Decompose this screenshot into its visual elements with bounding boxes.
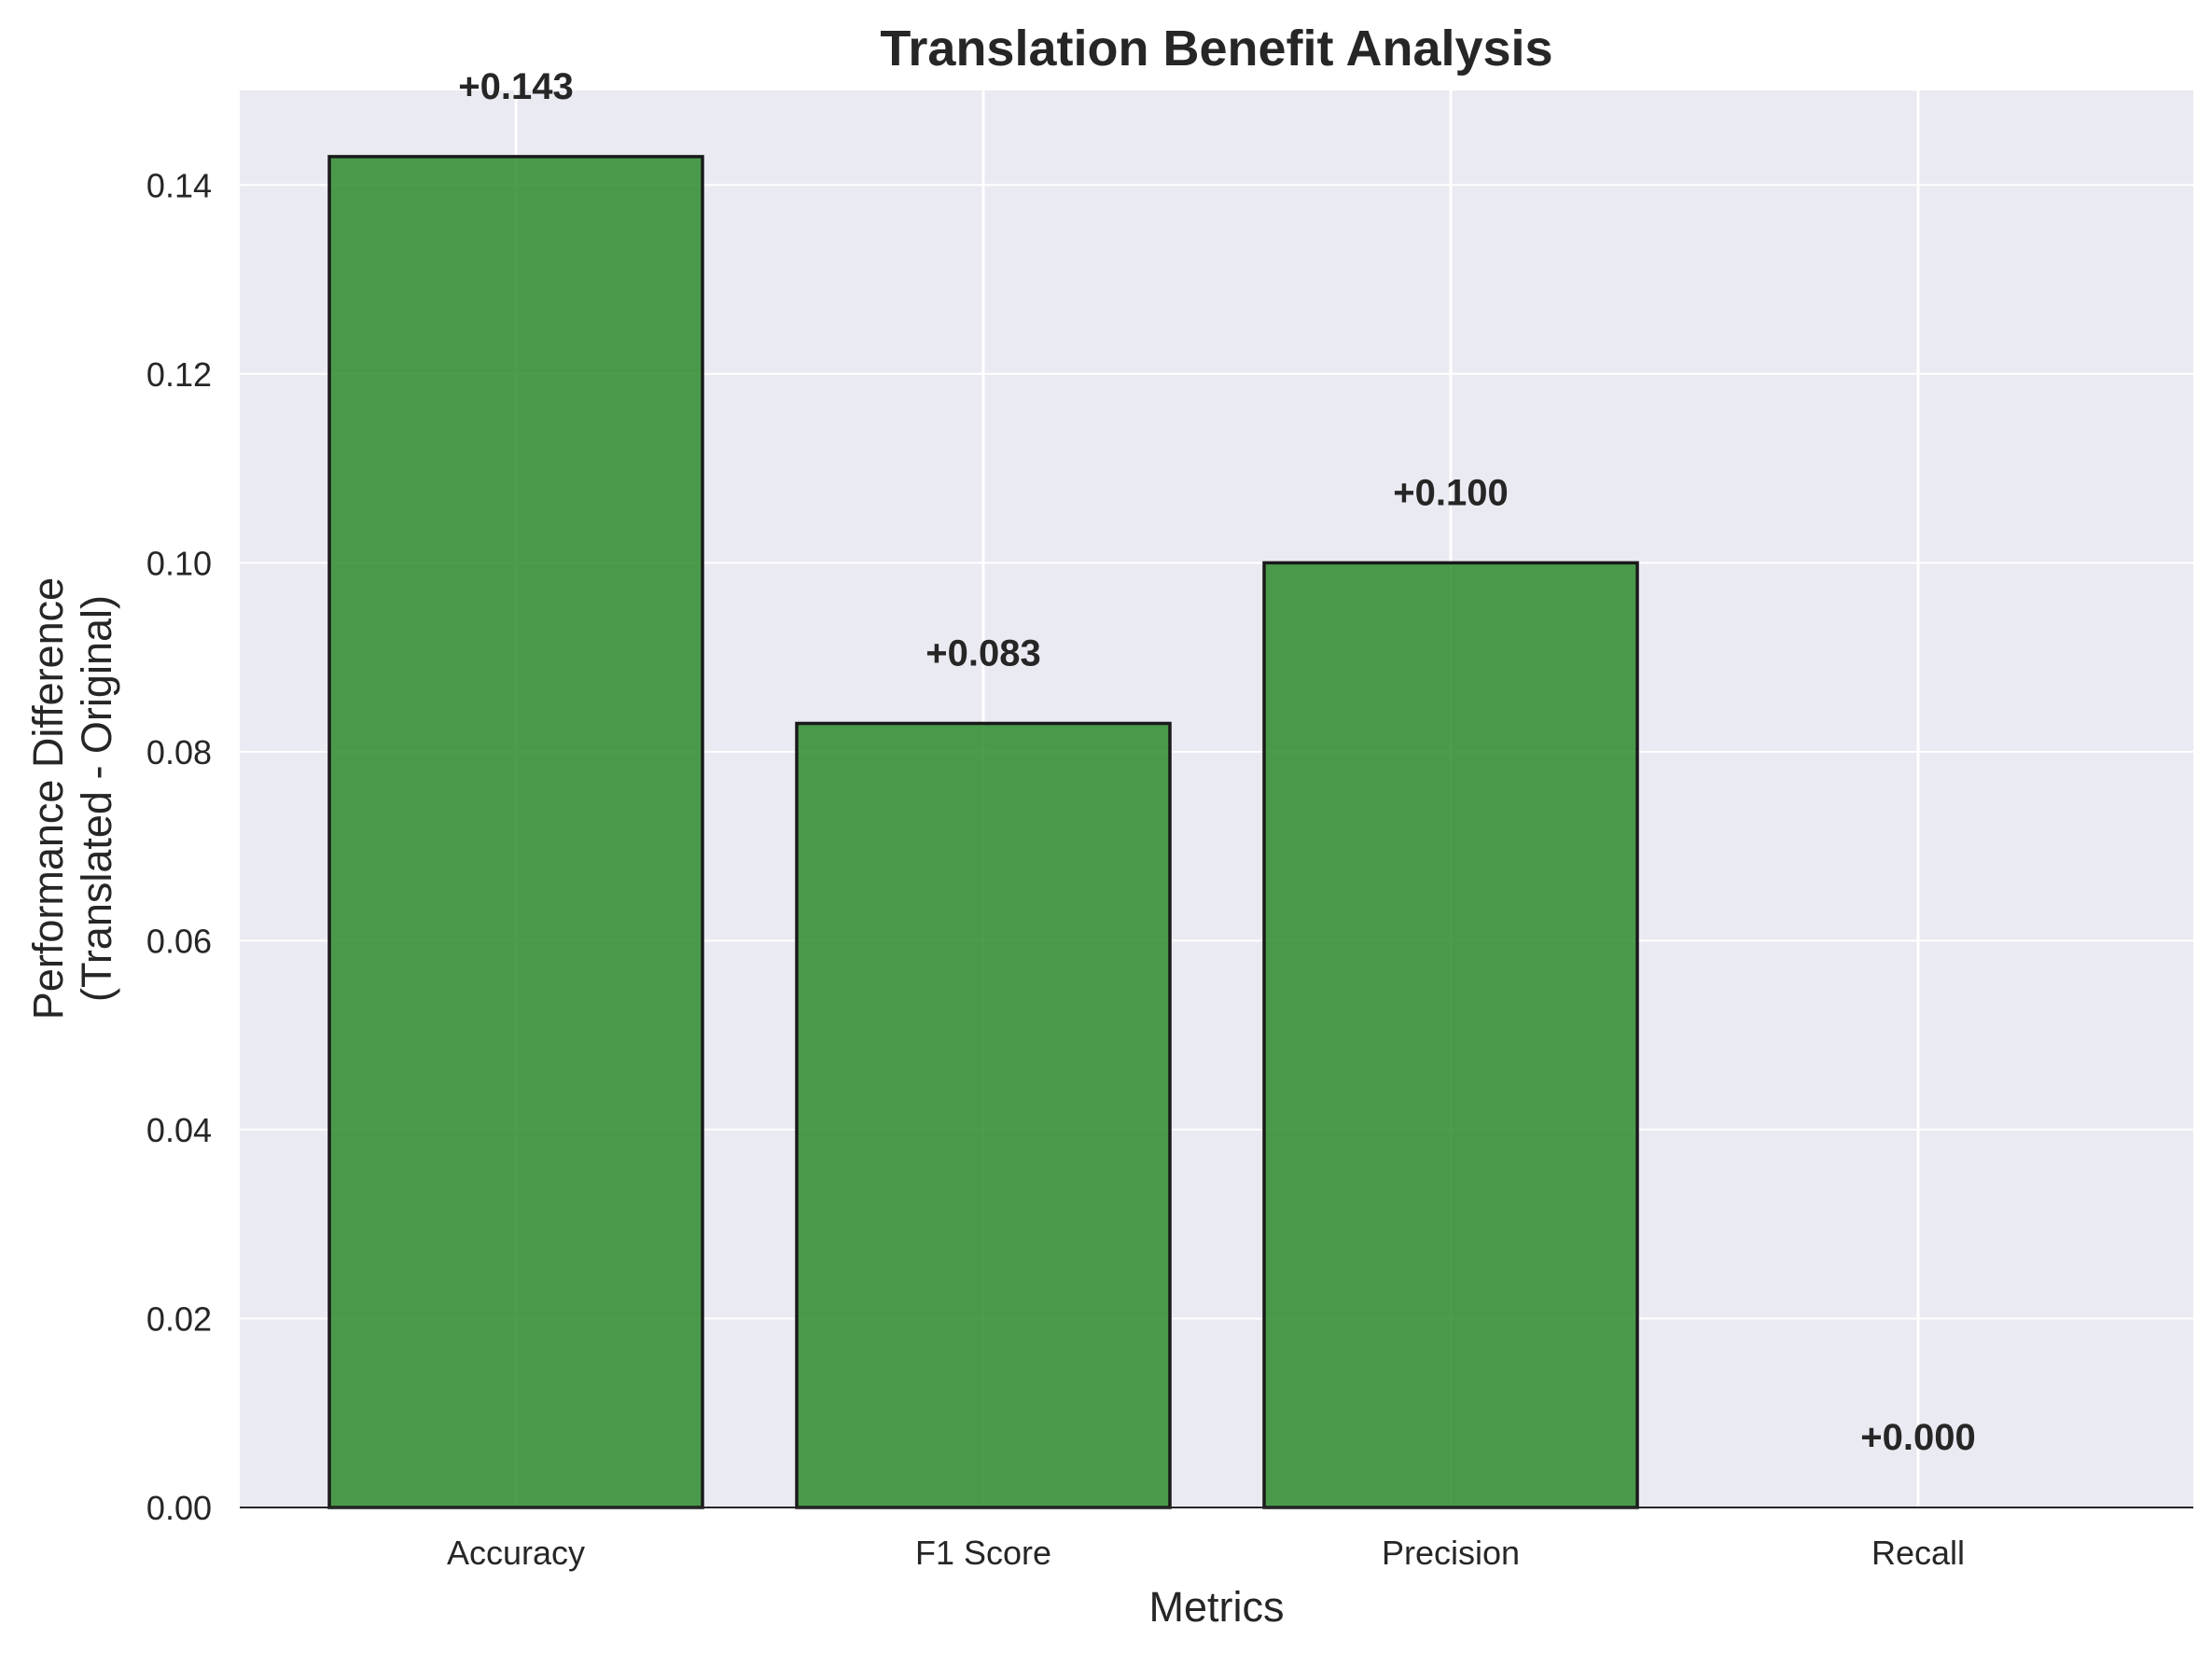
bar-accuracy bbox=[327, 155, 704, 1509]
x-tick-label: F1 Score bbox=[915, 1534, 1051, 1572]
x-axis-title: Metrics bbox=[1149, 1583, 1285, 1631]
y-tick-label: 0.00 bbox=[146, 1489, 212, 1527]
bar-precision bbox=[1262, 561, 1639, 1509]
y-axis-title: Performance Difference (Translated - Ori… bbox=[24, 577, 120, 1020]
y-axis-title-line-1: Performance Difference bbox=[24, 577, 72, 1020]
bars bbox=[327, 155, 1639, 1509]
y-tick-label: 0.08 bbox=[146, 733, 212, 771]
y-tick-label: 0.04 bbox=[146, 1111, 212, 1149]
y-tick-label: 0.14 bbox=[146, 166, 212, 204]
data-label: +0.083 bbox=[925, 632, 1040, 674]
x-tick-label: Precision bbox=[1382, 1534, 1520, 1572]
chart-title: Translation Benefit Analysis bbox=[880, 21, 1552, 76]
data-label: +0.100 bbox=[1393, 472, 1508, 513]
x-tick-label: Recall bbox=[1871, 1534, 1965, 1572]
data-label: +0.000 bbox=[1860, 1417, 1975, 1458]
data-labels: +0.143 +0.083 +0.100 +0.000 bbox=[458, 66, 1975, 1458]
x-ticks: Accuracy F1 Score Precision Recall bbox=[447, 1534, 1965, 1572]
y-ticks: 0.00 0.02 0.04 0.06 0.08 0.10 0.12 0.14 bbox=[146, 166, 212, 1527]
y-tick-label: 0.10 bbox=[146, 544, 212, 582]
data-label: +0.143 bbox=[458, 66, 573, 107]
y-axis-title-line-2: (Translated - Original) bbox=[73, 595, 120, 1002]
x-tick-label: Accuracy bbox=[447, 1534, 585, 1572]
y-tick-label: 0.02 bbox=[146, 1299, 212, 1338]
bar-f1-score bbox=[795, 721, 1172, 1509]
y-tick-label: 0.06 bbox=[146, 922, 212, 960]
y-tick-label: 0.12 bbox=[146, 355, 212, 394]
